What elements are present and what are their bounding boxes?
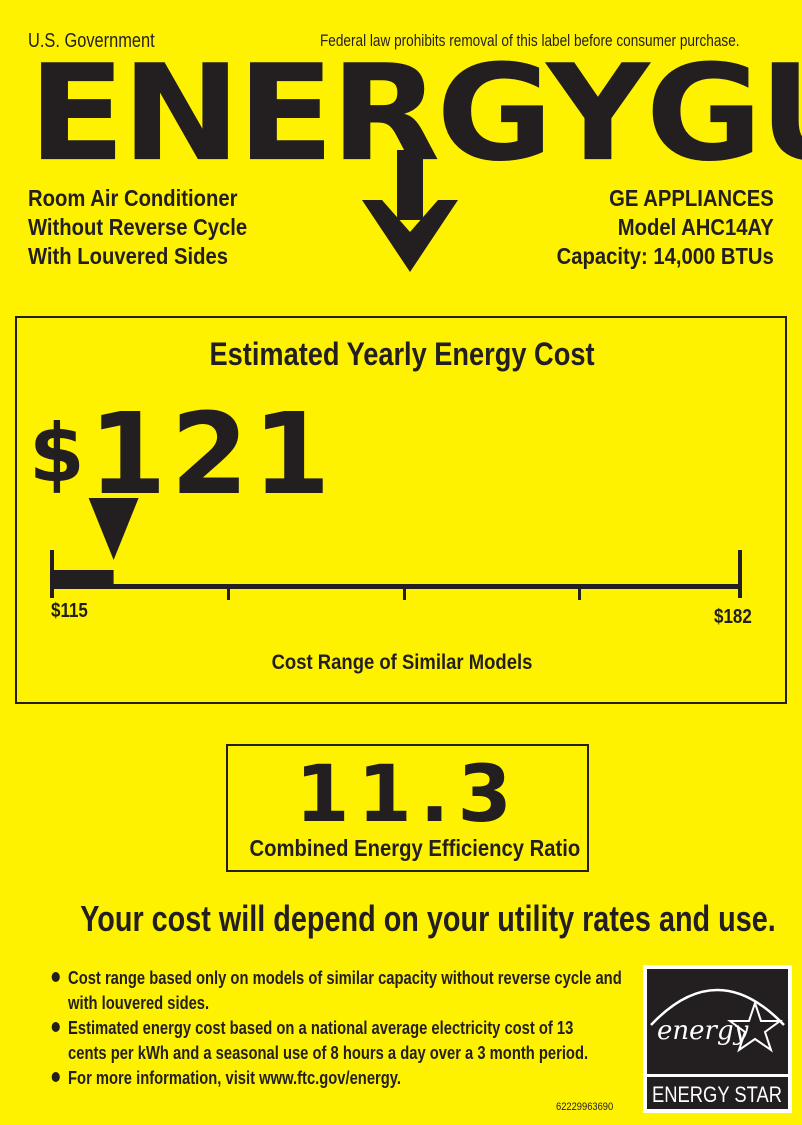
- scale-tick: [578, 586, 581, 600]
- range-label: Cost Range of Similar Models: [271, 651, 533, 674]
- down-arrow-icon: [362, 150, 458, 272]
- footnote: Cost range based only on models of simil…: [50, 966, 642, 1016]
- range-high: $182: [714, 606, 752, 628]
- yearly-cost-box: Estimated Yearly Energy Cost $121 $115 $…: [15, 316, 787, 704]
- product-type-line: Room Air Conditioner: [28, 185, 238, 211]
- ceer-value: 11.3: [295, 750, 520, 840]
- scale-line: [52, 584, 740, 589]
- cost-range-fill: [52, 570, 114, 586]
- range-low: $115: [51, 600, 88, 622]
- product-type-line: Without Reverse Cycle: [28, 214, 248, 240]
- product-type-line: With Louvered Sides: [28, 243, 229, 269]
- currency-symbol: $: [29, 407, 89, 500]
- energy-star-text: ENERGY STAR: [652, 1082, 782, 1107]
- energy-star-logo: energy ENERGY STAR: [643, 965, 792, 1113]
- energy-script: energy: [657, 1016, 749, 1046]
- footnotes: Cost range based only on models of simil…: [50, 966, 640, 1091]
- cost-pointer-icon: [88, 498, 139, 560]
- manufacturer: GE APPLIANCES: [609, 185, 774, 211]
- product-type: Room Air Conditioner Without Reverse Cyc…: [28, 184, 247, 271]
- scale-tick: [403, 586, 406, 600]
- government-label: U.S. Government: [28, 30, 155, 52]
- product-info: GE APPLIANCES Model AHC14AY Capacity: 14…: [557, 184, 774, 271]
- capacity: Capacity: 14,000 BTUs: [556, 243, 774, 269]
- scale-end-tick: [50, 550, 54, 598]
- scale-tick: [227, 586, 230, 600]
- efficiency-box: 11.3 Combined Energy Efficiency Ratio: [226, 744, 589, 872]
- cost-heading: Estimated Yearly Energy Cost: [209, 336, 595, 372]
- footnote: Estimated energy cost based on a nationa…: [50, 1016, 593, 1066]
- ceer-label: Combined Energy Efficiency Ratio: [249, 835, 581, 861]
- model-number: Model AHC14AY: [618, 214, 774, 240]
- scale-end-tick: [738, 550, 742, 598]
- cost-depend-note: Your cost will depend on your utility ra…: [80, 898, 776, 939]
- removal-warning: Federal law prohibits removal of this la…: [320, 31, 740, 50]
- footnote: For more information, visit www.ftc.gov/…: [50, 1066, 640, 1091]
- label-code: 62229963690: [556, 1101, 614, 1113]
- cost-range-scale: [50, 498, 742, 600]
